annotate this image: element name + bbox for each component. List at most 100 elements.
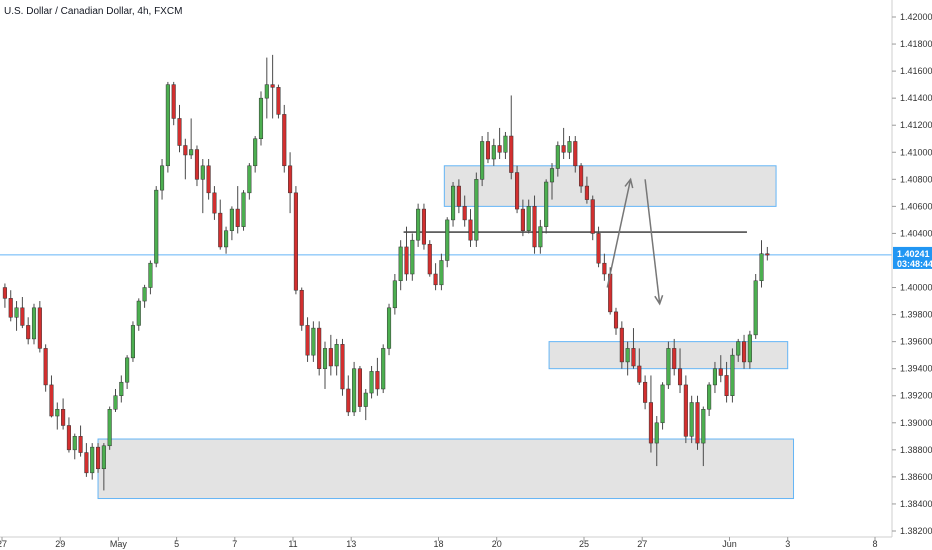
candle-bearish [631, 348, 636, 367]
candle-bullish [712, 368, 718, 386]
candle-bullish [660, 384, 665, 424]
candle-bullish [31, 307, 37, 340]
candle-bearish [270, 84, 275, 88]
candle-bearish [742, 341, 747, 363]
last-price-value: 1.40241 [897, 249, 930, 259]
last-price-tag[interactable] [893, 246, 932, 269]
candle-bullish [445, 219, 450, 261]
candle-bearish [683, 384, 688, 437]
x-tick-label: 13 [346, 539, 356, 549]
candle-bearish [648, 402, 653, 444]
arrow-line-2[interactable] [644, 179, 661, 304]
candle-bullish [334, 344, 339, 367]
candle-bearish [573, 141, 578, 167]
x-tick-label: 8 [872, 539, 877, 549]
arrow-line-1[interactable] [606, 179, 632, 288]
x-tick-label: 7 [232, 539, 237, 549]
bar-countdown: 03:48:44 [897, 259, 932, 269]
candle-bearish [317, 327, 322, 369]
candle-bearish [20, 307, 25, 326]
candle-bearish [328, 348, 333, 367]
candle-bearish [485, 141, 491, 160]
candle-bearish [602, 262, 607, 275]
candle-bearish [695, 402, 700, 444]
candle-bearish [84, 452, 89, 474]
candle-bearish [765, 253, 770, 256]
candle-bearish [462, 206, 467, 221]
candle-bullish [753, 280, 758, 336]
candle-bullish [247, 165, 252, 194]
candle-bearish [276, 87, 281, 115]
x-tick-label: 27 [0, 539, 7, 549]
candle-bearish [66, 425, 71, 451]
zone-rectangle-3[interactable] [97, 438, 795, 500]
candle-bearish [404, 246, 409, 275]
x-tick-label: 27 [637, 539, 647, 549]
y-tick-label: 1.41400 [900, 93, 932, 103]
x-tick-label: 20 [492, 539, 502, 549]
candle-bearish [724, 375, 729, 396]
candle-bearish [49, 384, 54, 417]
candle-bullish [241, 192, 246, 227]
candle-bullish [55, 409, 60, 417]
candle-bearish [456, 185, 461, 207]
y-tick-label: 1.41800 [900, 39, 932, 49]
candle-bullish [736, 341, 741, 356]
candle-bearish [235, 208, 240, 227]
y-tick-label: 1.39400 [900, 364, 932, 374]
zone-rectangle-1[interactable] [443, 165, 777, 207]
candle-bearish [346, 388, 351, 413]
candle-bullish [72, 436, 77, 451]
candle-bullish [392, 280, 397, 309]
candle-bullish [398, 246, 403, 282]
candle-bearish [340, 344, 345, 390]
candle-bearish [218, 212, 223, 248]
y-tick-label: 1.40800 [900, 174, 932, 184]
candle-bullish [503, 135, 508, 153]
y-tick-label: 1.39000 [900, 418, 932, 428]
candle-bullish [154, 189, 159, 264]
candle-bearish [299, 289, 304, 326]
candle-bearish [282, 114, 287, 167]
candle-bearish [194, 149, 200, 180]
y-tick-label: 1.39800 [900, 310, 932, 320]
candle-bearish [427, 243, 432, 275]
candle-bullish [311, 327, 316, 356]
y-tick-label: 1.39200 [900, 391, 932, 401]
candle-bullish [322, 348, 328, 369]
candle-bearish [288, 165, 293, 194]
candle-bearish [532, 206, 537, 248]
candle-bullish [549, 168, 555, 183]
candle-bearish [95, 446, 101, 470]
candle-bullish [189, 149, 194, 156]
arrow-head-1 [624, 177, 634, 189]
candle-bearish [171, 84, 176, 119]
candle-bullish [747, 334, 752, 363]
candle-bearish [61, 409, 66, 426]
candle-bullish [386, 307, 392, 349]
candle-bullish [258, 97, 264, 139]
candle-bullish [224, 230, 229, 248]
candle-bullish [491, 145, 496, 160]
y-tick-label: 1.41000 [900, 147, 932, 157]
x-tick-label: 11 [288, 539, 297, 549]
candle-bullish [416, 208, 421, 241]
candle-bullish [107, 409, 112, 447]
candle-bullish [555, 145, 560, 169]
candle-bullish [369, 371, 374, 394]
candle-bearish [509, 135, 514, 173]
candle-bullish [480, 141, 485, 180]
candle-bullish [410, 239, 415, 275]
candle-bullish [381, 348, 386, 390]
candle-bullish [526, 206, 531, 231]
candle-bullish [101, 445, 106, 470]
y-tick-label: 1.40400 [900, 228, 932, 238]
candle-bullish [165, 84, 170, 167]
candle-bearish [579, 165, 584, 187]
y-tick-label: 1.38400 [900, 499, 932, 509]
candle-bearish [619, 327, 624, 363]
candle-bullish [544, 181, 549, 227]
candle-bearish [177, 118, 182, 146]
